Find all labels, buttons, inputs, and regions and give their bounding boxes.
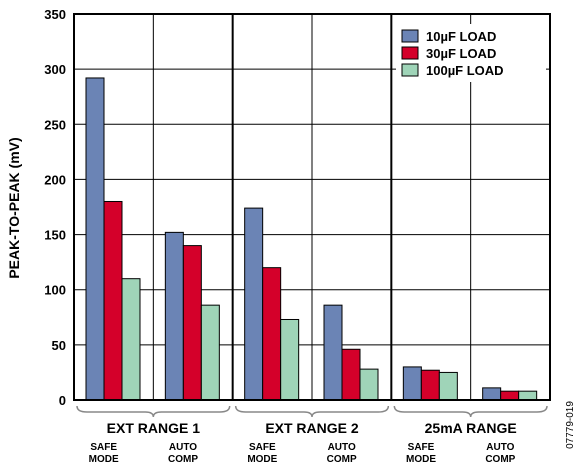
bar (518, 390, 538, 401)
bar (164, 231, 184, 401)
legend-label: 100µF LOAD (426, 63, 504, 78)
bar (359, 368, 379, 401)
bar (323, 304, 343, 401)
subgroup-label: AUTO (169, 442, 197, 453)
y-tick-label: 350 (44, 7, 66, 22)
y-axis-label: PEAK-TO-PEAK (mV) (6, 137, 22, 278)
bar (200, 304, 220, 401)
subgroup-label: COMP (327, 454, 357, 465)
y-tick-label: 200 (44, 172, 66, 187)
subgroup-label: AUTO (486, 442, 514, 453)
legend: 10µF LOAD 30µF LOAD 100µF LOAD (396, 24, 546, 82)
subgroup-label: MODE (406, 454, 436, 465)
bar (182, 245, 202, 401)
legend-label: 10µF LOAD (426, 29, 496, 44)
subgroup-label: SAFE (249, 442, 276, 453)
bar (121, 278, 141, 401)
y-tick-label: 100 (44, 283, 66, 298)
legend-swatch (401, 29, 419, 43)
legend-swatch (401, 46, 419, 60)
y-axis: 0 50 100 150 200 250 300 350 (44, 7, 66, 408)
bar (262, 267, 282, 401)
group-bracket (76, 405, 231, 418)
plot-frame (73, 13, 551, 401)
subgroup-label: COMP (168, 454, 198, 465)
group-bracket (393, 405, 548, 418)
legend-box (396, 24, 546, 82)
bar (244, 207, 264, 401)
bar (500, 390, 520, 401)
bar (85, 77, 105, 401)
group-label: EXT RANGE 1 (107, 420, 201, 436)
group-label: EXT RANGE 2 (265, 420, 359, 436)
y-tick-label: 300 (44, 62, 66, 77)
bar (402, 366, 422, 401)
bar (103, 200, 123, 401)
legend-swatch (401, 63, 419, 77)
bar (341, 348, 361, 401)
figure-id: 07779-019 (565, 401, 576, 449)
y-tick-label: 50 (52, 338, 66, 353)
bar (438, 371, 458, 401)
group-bracket (234, 405, 390, 418)
subgroup-label: COMP (485, 454, 515, 465)
subgroup-label: SAFE (408, 442, 435, 453)
y-tick-label: 250 (44, 117, 66, 132)
y-tick-label: 0 (59, 393, 66, 408)
plot-border (73, 13, 551, 401)
subgroup-label: SAFE (90, 442, 117, 453)
bar (420, 369, 440, 401)
legend-label: 30µF LOAD (426, 46, 496, 61)
bar (482, 387, 502, 401)
subgroup-label: MODE (89, 454, 119, 465)
subgroup-label: AUTO (328, 442, 356, 453)
y-tick-label: 150 (44, 228, 66, 243)
bar (280, 318, 300, 401)
subgroup-label: MODE (247, 454, 277, 465)
group-label: 25mA RANGE (425, 420, 517, 436)
